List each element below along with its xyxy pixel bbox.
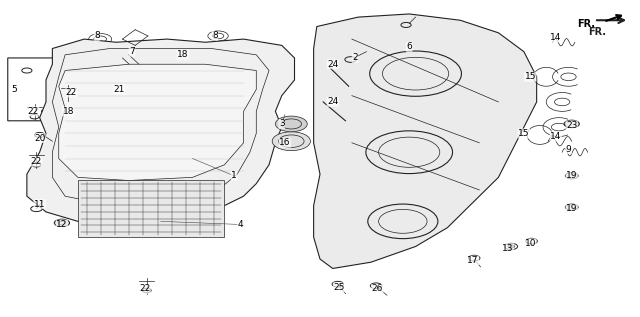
Circle shape bbox=[275, 116, 307, 132]
Text: 12: 12 bbox=[56, 220, 68, 229]
Text: 14: 14 bbox=[550, 132, 561, 141]
Circle shape bbox=[54, 219, 70, 227]
Circle shape bbox=[565, 204, 578, 210]
Text: 17: 17 bbox=[467, 256, 479, 265]
Circle shape bbox=[508, 245, 515, 248]
Text: 19: 19 bbox=[566, 204, 577, 213]
Text: 1: 1 bbox=[231, 171, 237, 180]
Text: 22: 22 bbox=[139, 284, 150, 294]
Text: 22: 22 bbox=[28, 107, 39, 116]
Text: 15: 15 bbox=[518, 129, 530, 138]
Text: 20: 20 bbox=[34, 133, 45, 143]
Bar bbox=[78, 180, 225, 237]
Text: 9: 9 bbox=[566, 145, 572, 153]
Text: 11: 11 bbox=[34, 200, 45, 209]
Text: 19: 19 bbox=[566, 171, 577, 180]
Text: 8: 8 bbox=[212, 31, 218, 41]
Text: 4: 4 bbox=[237, 220, 243, 229]
Text: 10: 10 bbox=[525, 239, 536, 248]
Polygon shape bbox=[59, 64, 256, 180]
Text: 18: 18 bbox=[63, 107, 74, 116]
Text: 5: 5 bbox=[12, 85, 17, 94]
Circle shape bbox=[564, 120, 579, 128]
Polygon shape bbox=[27, 39, 294, 224]
Text: 21: 21 bbox=[113, 85, 125, 94]
Text: 7: 7 bbox=[129, 47, 135, 56]
Circle shape bbox=[565, 173, 578, 179]
Text: 3: 3 bbox=[279, 120, 285, 128]
Text: 24: 24 bbox=[327, 97, 339, 107]
Text: 24: 24 bbox=[327, 60, 339, 69]
Text: 25: 25 bbox=[333, 283, 345, 292]
Polygon shape bbox=[314, 14, 537, 268]
Text: 23: 23 bbox=[566, 121, 577, 130]
Text: 2: 2 bbox=[352, 54, 358, 62]
Text: FR.: FR. bbox=[588, 27, 605, 36]
Text: 15: 15 bbox=[525, 72, 536, 81]
Text: 16: 16 bbox=[279, 138, 291, 147]
Circle shape bbox=[272, 132, 310, 151]
Text: 13: 13 bbox=[502, 243, 514, 253]
Text: 18: 18 bbox=[177, 50, 189, 59]
Text: 22: 22 bbox=[31, 157, 42, 166]
Text: FR.: FR. bbox=[577, 19, 595, 29]
Text: 26: 26 bbox=[372, 284, 383, 294]
Text: 14: 14 bbox=[550, 33, 561, 42]
Text: 8: 8 bbox=[94, 31, 100, 41]
Text: 22: 22 bbox=[66, 88, 77, 97]
Text: 6: 6 bbox=[406, 42, 412, 51]
